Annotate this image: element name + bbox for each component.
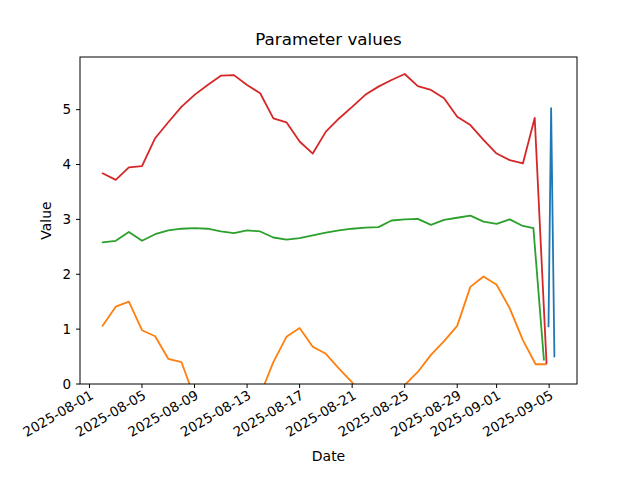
series-line-blue: [549, 108, 555, 357]
line-chart: 2025-08-012025-08-052025-08-092025-08-13…: [0, 0, 640, 480]
y-tick-label: 4: [62, 156, 71, 172]
y-axis-label: Value: [38, 201, 54, 239]
series-line-red: [103, 74, 547, 363]
y-tick-label: 1: [62, 321, 71, 337]
plot-area-border: [80, 57, 577, 384]
y-tick-label: 2: [62, 266, 71, 282]
y-tick-label: 3: [62, 211, 71, 227]
matplotlib-figure: 2025-08-012025-08-052025-08-092025-08-13…: [0, 0, 640, 480]
chart-title: Parameter values: [255, 29, 401, 49]
series-lines: [103, 74, 555, 422]
y-tick-label: 0: [62, 376, 71, 392]
axis-ticks: 2025-08-012025-08-052025-08-092025-08-13…: [20, 101, 556, 440]
y-tick-label: 5: [62, 101, 71, 117]
x-axis-label: Date: [312, 448, 345, 464]
series-line-green: [103, 216, 544, 360]
